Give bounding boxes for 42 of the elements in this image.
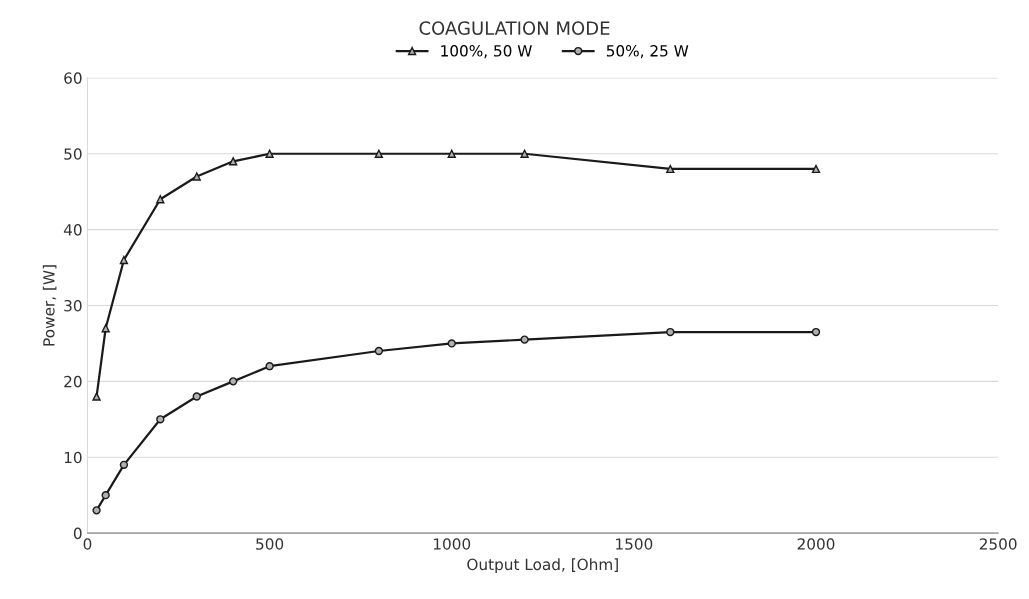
point bbox=[92, 392, 101, 401]
y-tick-label: 50 bbox=[64, 148, 82, 160]
y-tick-label: 20 bbox=[64, 375, 82, 388]
x-tick-label: 0 bbox=[83, 538, 92, 550]
point bbox=[192, 392, 201, 401]
point bbox=[811, 327, 821, 337]
x-tick-label: 2000 bbox=[797, 538, 835, 550]
point bbox=[811, 164, 821, 174]
x-tick-label: 1500 bbox=[616, 538, 653, 550]
point bbox=[119, 460, 129, 469]
legend-label: 50%, 25 W bbox=[606, 45, 689, 59]
y-axis-title: Power, [W] bbox=[42, 265, 57, 346]
point bbox=[447, 339, 456, 348]
point bbox=[101, 324, 110, 333]
point bbox=[520, 149, 529, 158]
y-tick-label: 0 bbox=[73, 527, 82, 540]
legend-label: 100%, 50 W bbox=[441, 45, 532, 59]
point bbox=[666, 164, 675, 174]
point bbox=[156, 195, 165, 204]
x-axis-title: Output Load, [Ohm] bbox=[467, 558, 618, 574]
point bbox=[666, 327, 675, 337]
point bbox=[92, 506, 101, 515]
y-tick-label: 60 bbox=[64, 72, 82, 84]
y-tick-label: 40 bbox=[63, 224, 82, 236]
point bbox=[229, 157, 238, 166]
point bbox=[265, 149, 274, 158]
x-tick-label: 2500 bbox=[979, 538, 1017, 550]
point bbox=[374, 346, 384, 356]
point bbox=[192, 172, 201, 181]
x-tick-label: 500 bbox=[256, 538, 284, 550]
point bbox=[119, 255, 129, 265]
point bbox=[520, 335, 529, 344]
point bbox=[374, 149, 384, 158]
y-tick-label: 10 bbox=[64, 451, 82, 464]
point bbox=[265, 362, 274, 371]
x-tick-label: 1000 bbox=[433, 538, 471, 550]
point bbox=[229, 377, 238, 386]
chart-title: COAGULATION MODE bbox=[419, 21, 610, 35]
point bbox=[447, 149, 456, 158]
y-tick-label: 30 bbox=[64, 299, 82, 312]
point bbox=[101, 491, 110, 500]
point bbox=[156, 415, 165, 424]
